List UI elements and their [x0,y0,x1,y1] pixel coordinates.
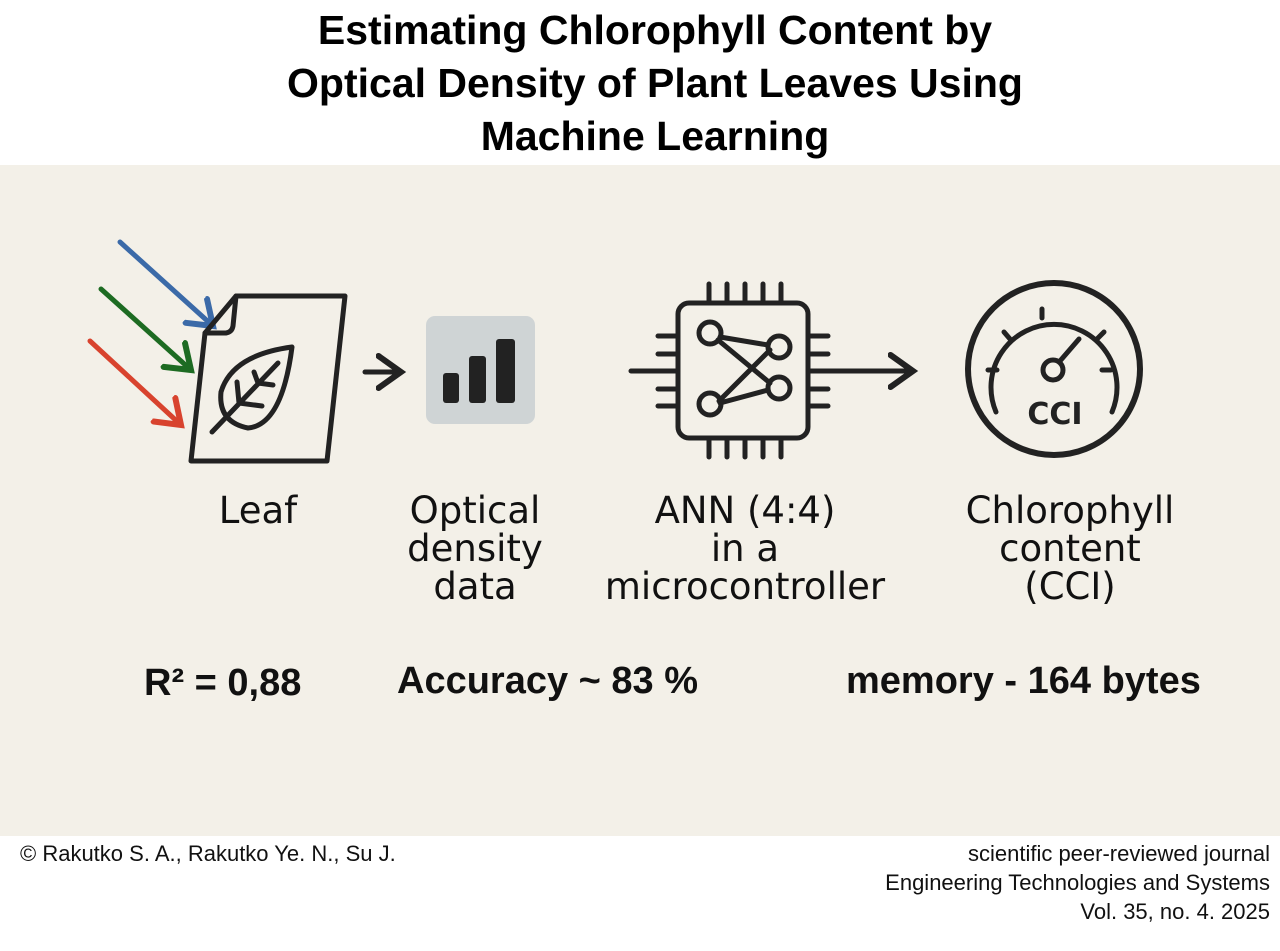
light-arrows [87,239,213,425]
bar-chart-icon [426,316,535,424]
label-line: ANN (4:4) [654,489,836,532]
page-title: Estimating Chlorophyll Content by Optica… [0,4,1280,163]
abstract-panel [0,165,1280,836]
title-line-2: Optical Density of Plant Leaves Using [287,60,1023,106]
journal-line: scientific peer-reviewed journal [967,841,1270,866]
neural-network-chip-icon [628,281,831,460]
label-line: density [407,527,543,570]
title-line-3: Machine Learning [480,113,830,159]
label-line: in a [710,527,780,570]
red-light-arrow [87,338,181,425]
label-line: Optical [409,489,541,532]
journal-line: Engineering Technologies and Systems [885,870,1270,895]
blue-light-arrow [117,239,213,326]
stat-memory: memory - 164 bytes [846,660,1201,702]
gauge-icon: CCI [965,280,1143,458]
step-label-chlorophyll: Chlorophyll content (CCI) [955,492,1185,606]
label-line: Chlorophyll [965,489,1175,532]
label-line: content [999,527,1141,570]
journal-line: Vol. 35, no. 4. 2025 [1080,899,1270,924]
leaf-document-icon [188,293,348,464]
stat-r2: R² = 0,88 [144,662,302,704]
label-line: data [433,565,517,608]
step-label-ann: ANN (4:4) in a microcontroller [600,492,890,606]
stat-accuracy: Accuracy ~ 83 % [397,660,699,702]
footer-journal: scientific peer-reviewed journal Enginee… [885,839,1270,926]
step-label-leaf: Leaf [218,489,298,532]
gauge-text: CCI [1027,397,1082,432]
footer-authors: © Rakutko S. A., Rakutko Ye. N., Su J. [20,841,396,866]
step-label-optical-density: Optical density data [390,492,560,606]
title-line-1: Estimating Chlorophyll Content by [317,7,993,53]
label-line: microcontroller [604,565,886,608]
green-light-arrow [98,286,191,370]
label-line: (CCI) [1024,565,1116,608]
